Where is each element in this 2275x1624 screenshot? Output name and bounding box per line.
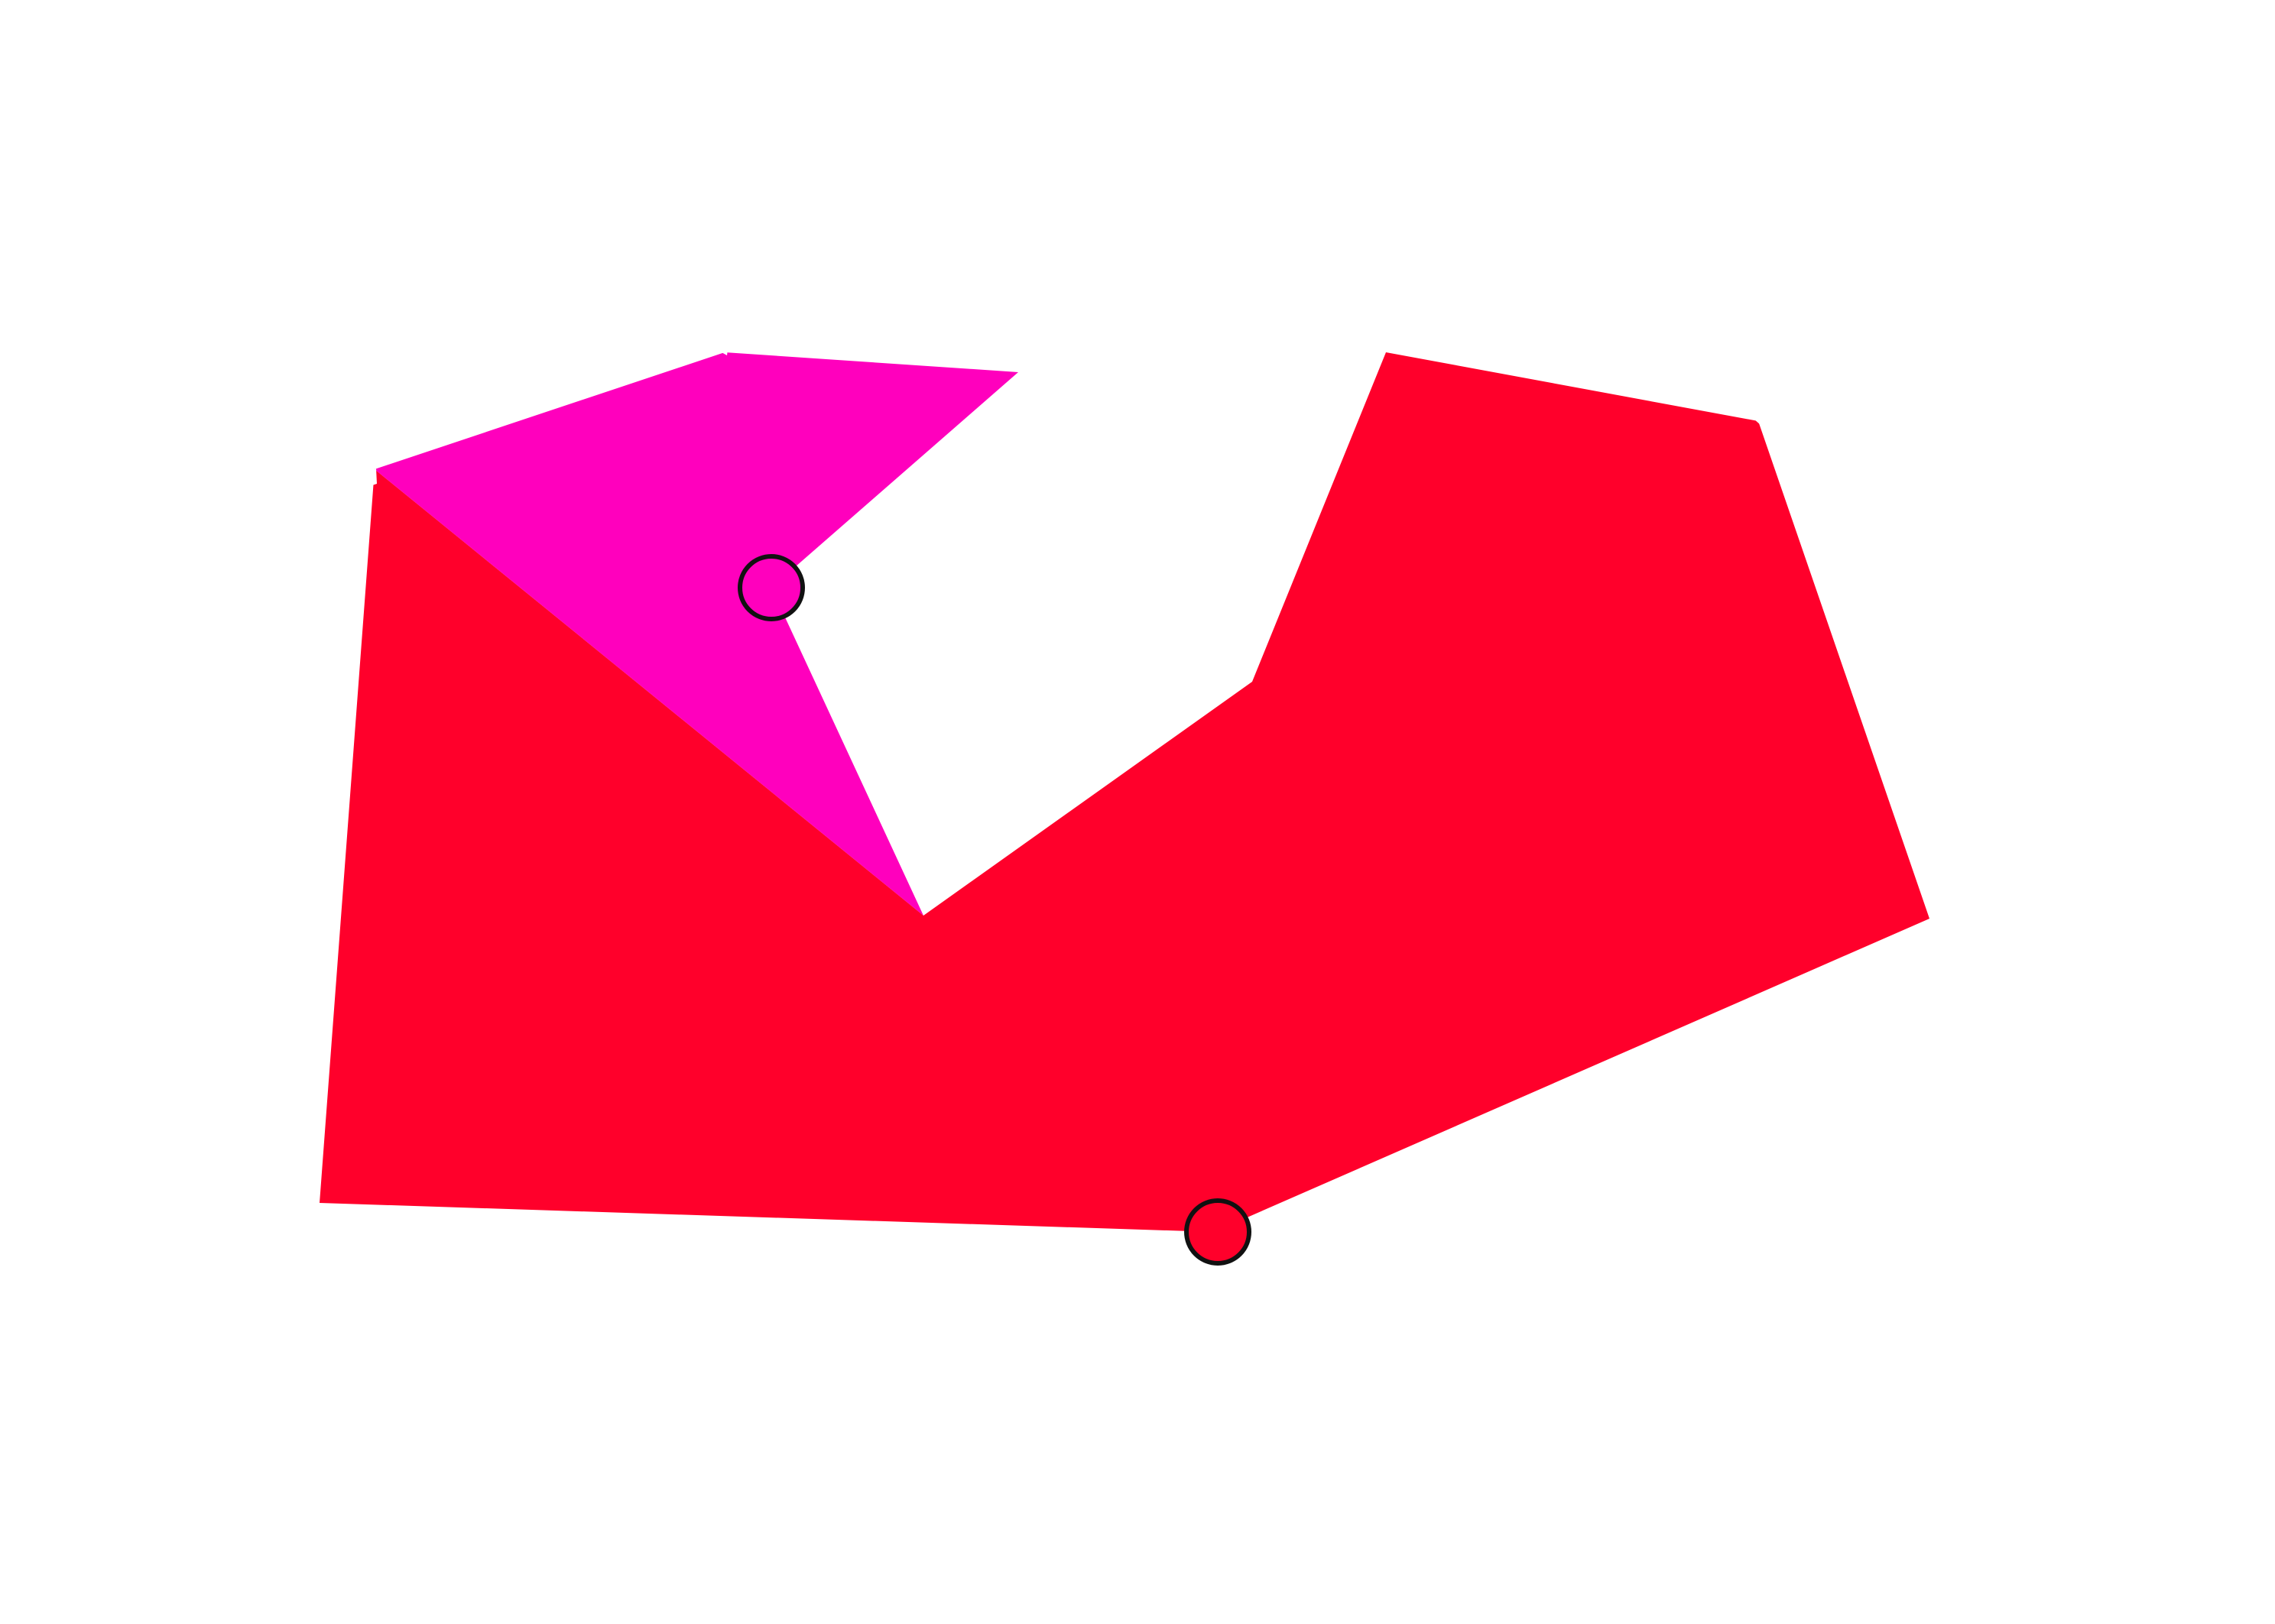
magenta-vertex-handle[interactable] <box>738 554 805 621</box>
red-vertex-handle[interactable] <box>1184 1198 1251 1266</box>
magenta-polygon[interactable] <box>375 352 1018 916</box>
red-polygon[interactable] <box>320 352 1929 1232</box>
vertex-notches <box>365 349 1763 488</box>
